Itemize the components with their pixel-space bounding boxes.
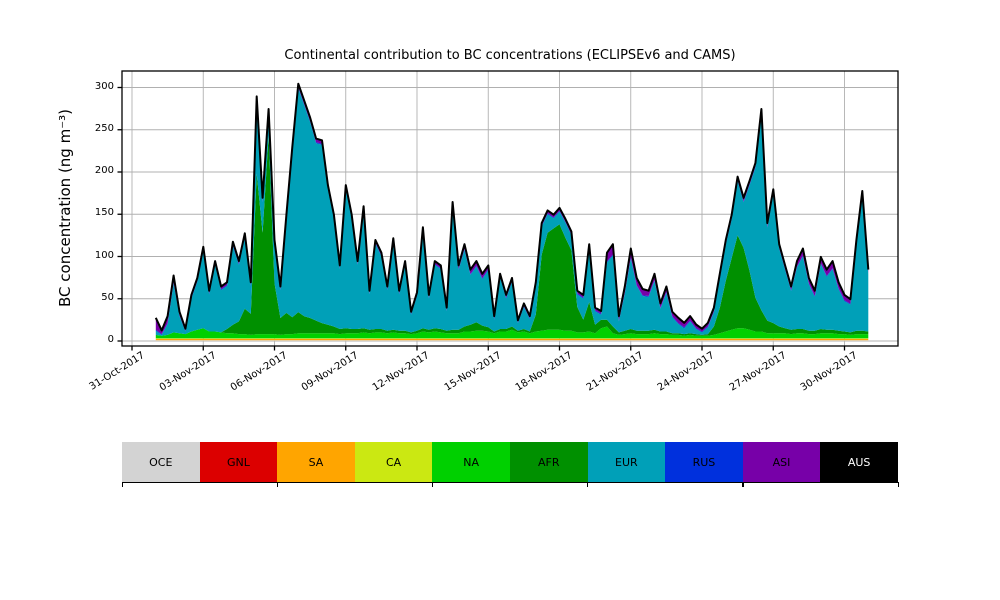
y-tick-label: 100 <box>94 249 114 261</box>
y-tick-label: 50 <box>101 291 114 303</box>
legend-item-aus: AUS <box>820 442 898 482</box>
area-CA <box>155 338 869 339</box>
area-NA <box>155 326 869 339</box>
legend-tick-mark <box>897 482 899 487</box>
y-tick-label: 200 <box>94 165 114 176</box>
area-OCE <box>155 340 869 341</box>
legend-item-afr: AFR <box>509 442 588 482</box>
legend-axis-line <box>122 482 898 483</box>
legend-tick-mark <box>121 482 123 487</box>
legend-item-eur: EUR <box>587 442 666 482</box>
legend-tick-mark <box>431 482 434 487</box>
legend-tick-mark <box>587 482 589 487</box>
area-EUR <box>155 88 869 336</box>
y-tick-label: 0 <box>107 334 114 345</box>
chart-title: Continental contribution to BC concentra… <box>284 48 736 63</box>
total-line <box>154 82 870 332</box>
axes-frame <box>121 70 899 347</box>
legend: OCE GNL SA CA NA AFR EUR RUS ASI AUS <box>122 442 898 482</box>
legend-item-gnl: GNL <box>199 442 278 482</box>
y-tick-label: 250 <box>94 122 114 134</box>
legend-item-sa: SA <box>277 442 355 482</box>
legend-item-asi: ASI <box>742 442 821 482</box>
area-SA <box>155 338 869 341</box>
legend-item-rus: RUS <box>665 442 743 482</box>
legend-item-ca: CA <box>354 442 433 482</box>
legend-item-oce: OCE <box>122 442 200 482</box>
y-tick-label: 300 <box>94 80 114 92</box>
y-tick-label: 150 <box>94 207 114 219</box>
legend-item-na: NA <box>432 442 510 482</box>
legend-tick-mark <box>742 482 744 487</box>
legend-tick-mark <box>276 482 278 487</box>
